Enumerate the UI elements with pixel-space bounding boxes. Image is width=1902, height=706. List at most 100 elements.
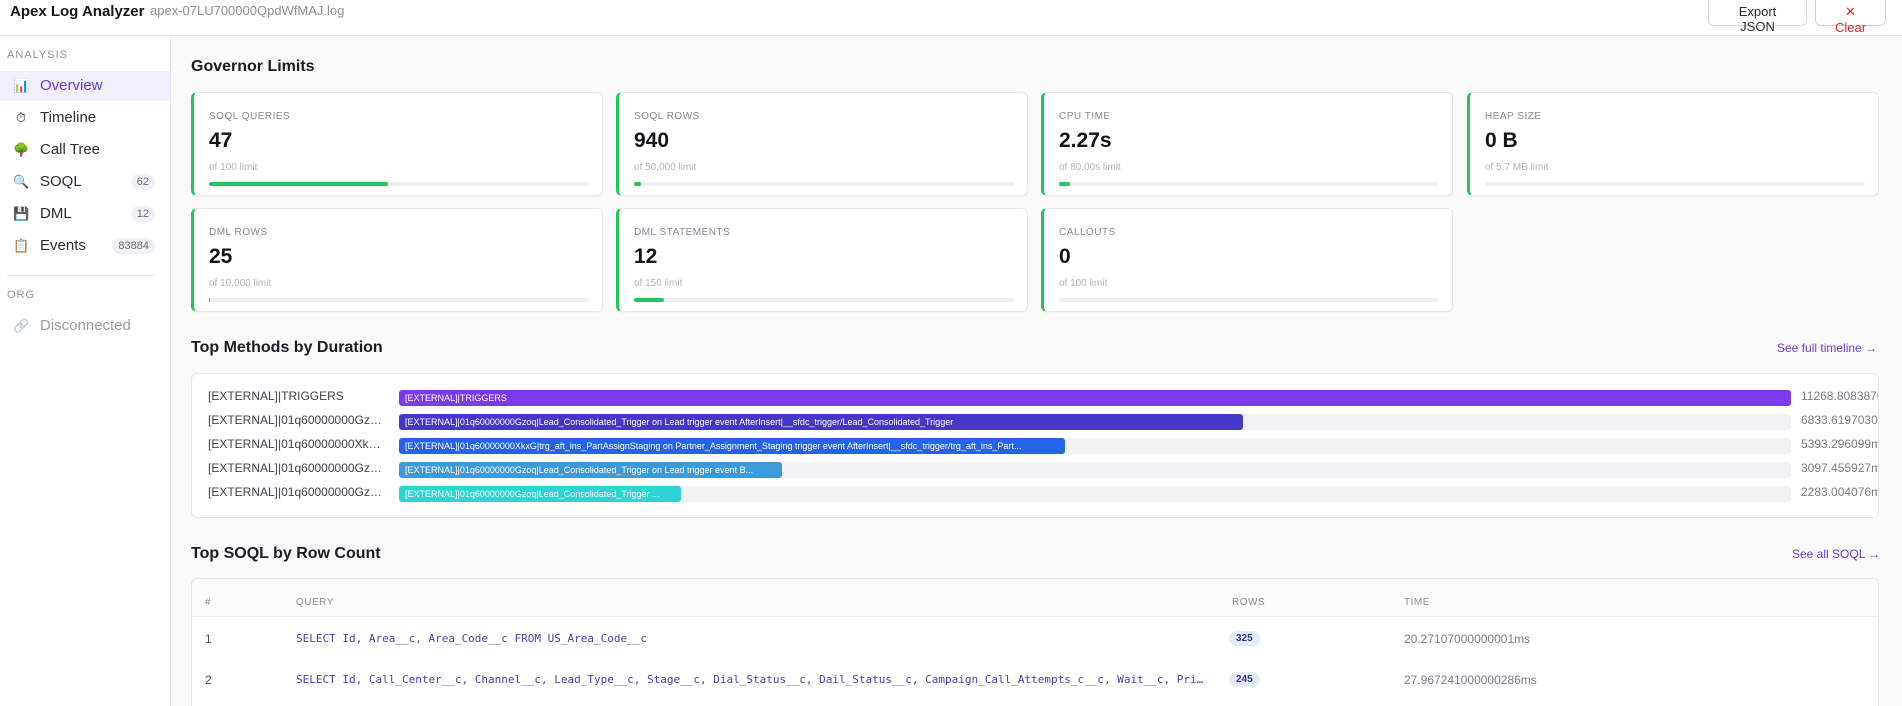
usage-fill [209,182,388,186]
card-limit: of 100 limit [209,162,258,173]
table-row[interactable]: 1 SELECT Id, Area__c, Area_Code__c FROM … [192,618,1878,658]
card-value: 2.27s [1059,129,1112,152]
duration-bar: [EXTERNAL]|01q60000000Gzoq|Lead_Consolid… [399,414,1244,430]
method-row[interactable]: [EXTERNAL]|TRIGGERS [EXTERNAL]|TRIGGERS … [208,387,1878,407]
usage-bar [209,182,589,186]
see-all-soql-link[interactable]: See all SOQL → [1792,547,1881,561]
method-row[interactable]: [EXTERNAL]|01q60000000XkxG|trg_aft_ins_P… [208,435,1879,455]
card-label: DML STATEMENTS [634,227,731,238]
card-value: 0 [1059,245,1071,268]
usage-fill [209,298,211,302]
sidebar-item-label: SOQL [40,173,82,190]
sidebar-item-dml[interactable]: 💾 DML 12 [0,199,170,229]
count-badge: 83884 [112,238,155,254]
tree-icon: 🌳 [13,142,30,157]
soql-query: SELECT Id, Area__c, Area_Code__c FROM US… [296,632,647,645]
top-bar: Apex Log Analyzer apex-07LU700000QpdWfMA… [0,0,1902,36]
method-name: [EXTERNAL]|01q60000000Gzoq|Lead_Consolid… [208,485,383,499]
magnifier-icon: 🔍 [13,174,30,189]
sidebar-item-events[interactable]: 📋 Events 83884 [0,231,170,261]
clear-button[interactable]: ✕ Clear [1815,0,1886,35]
card-label: DML ROWS [209,227,268,238]
bar-chart-icon: 📊 [13,78,30,93]
sidebar-divider [7,275,155,276]
duration-track: [EXTERNAL]|TRIGGERS [399,390,1791,406]
method-name: [EXTERNAL]|01q60000000Gzoq|Lead_Consolid… [208,461,383,475]
card-limit: of 5.7 MB limit [1485,162,1549,173]
usage-bar [634,182,1014,186]
method-duration: 3097.455927ms [1801,461,1879,475]
usage-bar [1485,182,1865,186]
row-number: 1 [205,632,212,646]
limit-card-dml-statements: DML STATEMENTS 12 of 150 limit [616,208,1028,312]
log-file-name: apex-07LU700000QpdWfMAJ.log [150,3,345,18]
governor-limits-title: Governor Limits [191,58,315,75]
column-header-rows: ROWS [1232,597,1266,608]
see-full-timeline-link[interactable]: See full timeline → [1777,341,1878,355]
usage-bar [209,298,589,302]
sidebar-item-overview[interactable]: 📊 Overview [0,71,170,101]
soql-query: SELECT Id, Call_Center__c, Channel__c, L… [296,673,1208,686]
query-time: 20.27107000000001ms [1404,632,1531,646]
card-label: SOQL ROWS [634,111,700,122]
usage-fill [634,182,642,186]
export-json-button[interactable]: Export JSON [1708,0,1807,34]
card-limit: of 80.00s limit [1059,162,1121,173]
card-limit: of 50,000 limit [634,162,697,173]
method-duration: 5393.296099ms [1801,437,1879,451]
duration-bar: [EXTERNAL]|01q60000000XkxG|trg_aft_ins_P… [399,438,1066,454]
sidebar-item-label: Call Tree [40,141,101,158]
sidebar-item-disconnected[interactable]: 🔗 Disconnected [0,311,170,341]
limit-card-soql-queries: SOQL QUERIES 47 of 100 limit [191,92,603,196]
floppy-disk-icon: 💾 [13,206,30,221]
card-label: CPU TIME [1059,111,1111,122]
duration-track: [EXTERNAL]|01q60000000Gzoq|Lead_Consolid… [399,462,1791,478]
usage-bar [1059,298,1439,302]
method-duration: 11268.808387000 [1801,389,1878,403]
card-label: CALLOUTS [1059,227,1116,238]
method-row[interactable]: [EXTERNAL]|01q60000000Gzoq|Lead_Consolid… [208,459,1879,479]
limit-card-heap-size: HEAP SIZE 0 B of 5.7 MB limit [1467,92,1879,196]
sidebar-item-timeline[interactable]: ⏱ Timeline [0,103,170,133]
usage-fill [1059,182,1070,186]
org-section-title: ORG [7,289,36,301]
duration-bar: [EXTERNAL]|TRIGGERS [399,390,1791,406]
column-header-number: # [205,597,212,608]
sidebar-item-call-tree[interactable]: 🌳 Call Tree [0,135,170,165]
method-row[interactable]: [EXTERNAL]|01q60000000Gzoq|Lead_Consolid… [208,483,1878,503]
sidebar: ANALYSIS 📊 Overview ⏱ Timeline 🌳 Call Tr… [0,36,171,706]
sidebar-item-label: Overview [40,77,103,94]
sidebar-item-label: Disconnected [40,317,131,334]
card-limit: of 10,000 limit [209,278,272,289]
usage-fill [634,298,665,302]
card-label: SOQL QUERIES [209,111,291,122]
analysis-section-title: ANALYSIS [7,49,68,61]
stopwatch-icon: ⏱ [15,110,27,125]
card-value: 940 [634,129,670,152]
usage-bar [1059,182,1439,186]
card-value: 12 [634,245,658,268]
usage-bar [634,298,1014,302]
sidebar-item-soql[interactable]: 🔍 SOQL 62 [0,167,170,197]
table-row[interactable]: 2 SELECT Id, Call_Center__c, Channel__c,… [192,659,1878,699]
card-value: 25 [209,245,233,268]
method-name: [EXTERNAL]|01q60000000XkxG|trg_aft_ins_P… [208,437,383,451]
card-value: 47 [209,129,233,152]
card-limit: of 150 limit [634,278,683,289]
top-methods-title: Top Methods by Duration [191,339,383,356]
row-count-badge: 245 [1229,672,1260,687]
row-count-badge: 325 [1229,631,1260,646]
top-soql-table: # QUERY ROWS TIME 1 SELECT Id, Area__c, … [191,578,1879,706]
duration-bar: [EXTERNAL]|01q60000000Gzoq|Lead_Consolid… [399,462,782,478]
duration-track: [EXTERNAL]|01q60000000Gzoq|Lead_Consolid… [399,414,1791,430]
method-name: [EXTERNAL]|TRIGGERS [208,389,344,403]
card-limit: of 100 limit [1059,278,1108,289]
limit-card-callouts: CALLOUTS 0 of 100 limit [1041,208,1453,312]
method-duration: 6833.6197030000 [1801,413,1878,427]
duration-track: [EXTERNAL]|01q60000000XkxG|trg_aft_ins_P… [399,438,1791,454]
duration-track: [EXTERNAL]|01q60000000Gzoq|Lead_Consolid… [399,486,1791,502]
method-row[interactable]: [EXTERNAL]|01q60000000Gzoq|Lead_Consolid… [208,411,1878,431]
method-name: [EXTERNAL]|01q60000000Gzoq|Lead_Consolid… [208,413,383,427]
column-header-query: QUERY [296,597,334,608]
limit-card-soql-rows: SOQL ROWS 940 of 50,000 limit [616,92,1028,196]
